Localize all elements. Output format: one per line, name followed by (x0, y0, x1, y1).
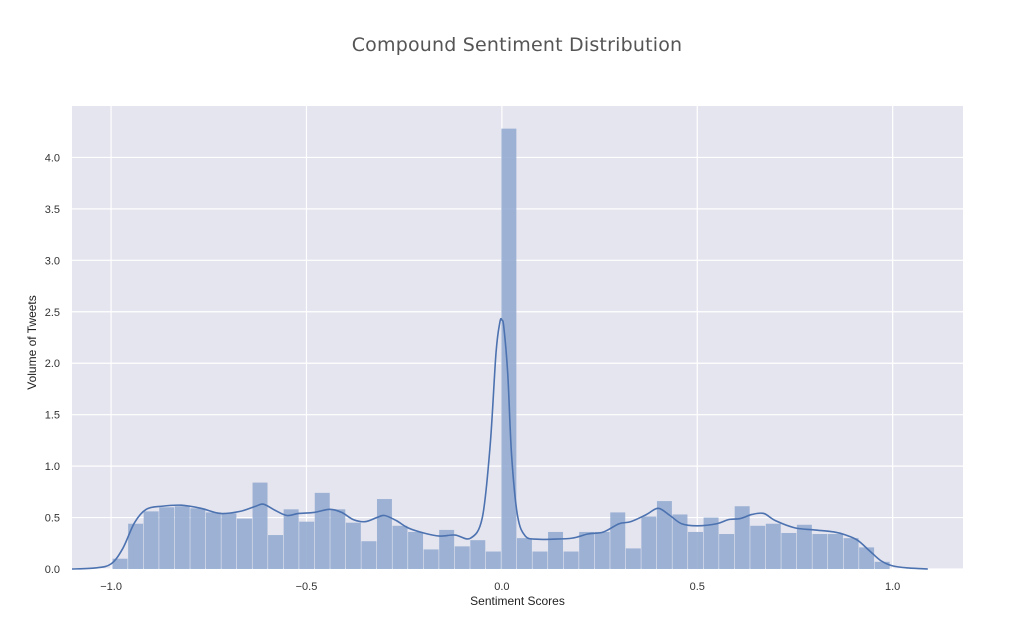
histogram-bar (532, 551, 548, 569)
histogram-bar (796, 524, 812, 569)
histogram-bar (221, 513, 237, 569)
y-tick-label: 2.0 (45, 358, 60, 370)
y-tick-label: 4.0 (45, 152, 60, 164)
histogram-bar (361, 541, 377, 569)
histogram-bar (128, 523, 144, 569)
histogram-bar (548, 531, 564, 569)
plot-background (72, 106, 963, 569)
y-tick-label: 3.5 (45, 204, 60, 216)
histogram-bar (765, 523, 781, 569)
histogram-bar (812, 534, 828, 569)
histogram-bar (874, 561, 890, 569)
histogram-bar (314, 492, 330, 569)
histogram-bar (641, 516, 657, 569)
x-tick-label: −0.5 (296, 581, 318, 593)
histogram-bar (392, 525, 408, 569)
histogram-bar (656, 501, 672, 569)
x-tick-label: −1.0 (100, 581, 122, 593)
histogram-bar (485, 551, 501, 569)
y-tick-label: 1.5 (45, 410, 60, 422)
histogram-bar (174, 506, 190, 569)
histogram-bar (734, 506, 750, 569)
histogram-bar (159, 507, 175, 569)
histogram-bar (376, 499, 392, 569)
kde-curve (71, 317, 928, 570)
histogram-bar (408, 531, 424, 569)
histogram-bar (625, 548, 641, 569)
histogram-bar (470, 540, 486, 569)
histogram-bar (423, 549, 439, 569)
histogram-bar (283, 509, 299, 569)
y-tick-label: 2.5 (45, 307, 60, 319)
grid-lines (72, 106, 963, 570)
histogram-bar (252, 482, 268, 569)
x-axis-label: Sentiment Scores (470, 594, 565, 608)
x-tick-label: 0.5 (690, 581, 705, 593)
histogram-bar (781, 532, 797, 569)
y-tick-label: 1.0 (45, 461, 60, 473)
histogram-bar (594, 531, 610, 569)
histogram-bar (454, 546, 470, 569)
histogram-bar (330, 509, 346, 569)
histogram-bar (299, 521, 315, 569)
histogram-bar (190, 508, 206, 569)
histogram-bar (750, 525, 766, 569)
histogram-bar (703, 517, 719, 569)
histogram-bar (143, 511, 159, 569)
y-tick-label: 3.0 (45, 255, 60, 267)
histogram-bar (236, 518, 252, 569)
tick-labels: −1.0 −0.5 0.0 0.5 1.0 0.0 0.5 1.0 1.5 2.0 2.5 3.0 3.… (45, 152, 901, 593)
histogram-bar (610, 512, 626, 569)
histogram-bar (268, 535, 284, 569)
histogram-bar (859, 547, 875, 569)
histogram-bar (112, 558, 128, 569)
histogram-bar (688, 531, 703, 569)
histogram-bar (563, 551, 579, 569)
y-axis-label: Volume of Tweets (25, 295, 39, 390)
histogram-bar (345, 522, 361, 569)
x-tick-label: 0.0 (494, 581, 509, 593)
chart-title: Compound Sentiment Distribution (351, 34, 683, 56)
y-tick-label: 0.0 (45, 564, 60, 576)
histogram-bar (205, 512, 221, 569)
histogram-bar (828, 534, 843, 569)
y-tick-label: 0.5 (45, 513, 60, 525)
x-tick-label: 1.0 (885, 581, 900, 593)
histogram-bar (579, 531, 595, 569)
histogram-bar (672, 514, 688, 569)
histogram-bar (719, 534, 735, 569)
histogram-bar (439, 529, 455, 569)
histogram-bar (516, 538, 532, 569)
histogram-bar (843, 538, 859, 569)
histogram-bar (501, 128, 517, 569)
